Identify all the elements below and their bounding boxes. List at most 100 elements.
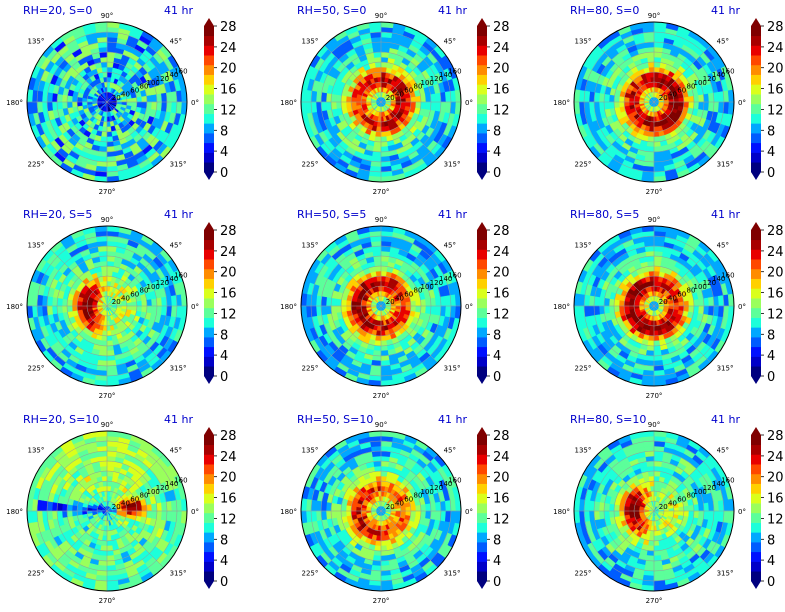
angle-tick-label: 225° <box>28 161 45 169</box>
field-cell <box>371 245 382 252</box>
field-cell <box>628 97 635 103</box>
field-cell <box>410 101 417 108</box>
angle-tick-label: 225° <box>28 365 45 373</box>
field-cell <box>653 345 662 352</box>
colorbar-segment <box>204 84 214 95</box>
field-cell <box>415 101 422 109</box>
radial-tick-label: 60 <box>677 291 686 299</box>
radial-tick-label: 40 <box>668 294 677 302</box>
field-cell <box>380 51 390 58</box>
field-cell <box>106 250 116 257</box>
field-cell <box>430 93 437 103</box>
field-cell <box>320 101 327 112</box>
field-cell <box>374 61 382 68</box>
field-cell <box>613 299 620 307</box>
angle-tick-label: 225° <box>302 365 319 373</box>
colorbar-segment <box>204 454 214 465</box>
field-cell <box>51 510 58 520</box>
radial-tick-label: 20 <box>659 94 668 102</box>
field-cell <box>161 305 168 316</box>
field-cell <box>106 22 120 29</box>
field-cell <box>99 465 108 472</box>
field-cell <box>400 305 407 311</box>
angle-tick-label: 315° <box>170 161 187 169</box>
colorbar-segment <box>204 346 214 357</box>
colorbar-extend-min <box>751 172 761 180</box>
colorbar-segment <box>477 74 487 85</box>
field-cell <box>98 560 108 567</box>
field-cell <box>372 46 382 53</box>
colorbar-segment <box>204 327 214 338</box>
colorbar-tick-label: 24 <box>220 450 237 465</box>
field-cell <box>420 94 427 103</box>
field-cell <box>97 245 108 252</box>
field-cell <box>653 22 667 29</box>
angle-tick-label: 45° <box>170 241 182 249</box>
field-cell <box>647 265 655 272</box>
field-cell <box>340 101 347 109</box>
colorbar-extend-min <box>204 581 214 589</box>
colorbar-segment <box>204 356 214 367</box>
field-cell <box>703 101 710 111</box>
radial-tick-label: 100 <box>694 79 707 87</box>
field-cell <box>106 275 112 282</box>
field-cell <box>649 325 655 332</box>
field-cell <box>708 92 715 103</box>
field-cell <box>653 151 663 158</box>
field-cell <box>372 51 382 58</box>
colorbar-extend-min <box>477 376 487 384</box>
field-cell <box>98 355 108 362</box>
field-cell <box>46 92 53 103</box>
radial-tick-label: 160 <box>448 271 461 279</box>
field-cell <box>371 360 382 367</box>
colorbar-tick-label: 4 <box>767 349 775 364</box>
field-cell <box>598 93 605 103</box>
field-cell <box>653 275 659 282</box>
panel-time-label: 41 hr <box>164 413 193 426</box>
colorbar-tick-label: 4 <box>220 554 228 569</box>
colorbar-segment <box>204 551 214 562</box>
grid-spoke <box>380 45 438 103</box>
colorbar-segment <box>477 162 487 173</box>
angle-tick-label: 90° <box>101 216 113 224</box>
colorbar-tick-label: 0 <box>220 166 228 181</box>
angle-tick-label: 315° <box>170 570 187 578</box>
colorbar-tick-label: 8 <box>767 328 775 343</box>
colorbar-tick-label: 12 <box>493 307 510 322</box>
field-cell <box>136 510 143 517</box>
field-cell <box>593 92 600 103</box>
field-cell <box>380 56 389 63</box>
radial-tick-label: 40 <box>395 294 404 302</box>
field-cell <box>375 335 382 342</box>
angle-tick-label: 225° <box>302 161 319 169</box>
polar-frame <box>26 21 188 183</box>
radial-tick-label: 20 <box>386 94 395 102</box>
colorbar-segment <box>204 142 214 153</box>
field-cell <box>645 255 655 262</box>
field-cell <box>98 350 108 357</box>
field-cell <box>131 101 138 107</box>
colorbar-tick-label: 12 <box>220 307 237 322</box>
radial-tick-label: 40 <box>121 90 130 98</box>
field-cell <box>646 260 655 267</box>
radial-tick-label: 100 <box>147 79 160 87</box>
field-cell <box>603 297 610 307</box>
angle-tick-label: 90° <box>101 12 113 20</box>
field-cell <box>106 260 115 267</box>
field-cell <box>146 503 153 512</box>
colorbar-segment <box>477 94 487 105</box>
field-cell <box>693 101 700 110</box>
angle-tick-label: 45° <box>170 37 182 45</box>
field-cell <box>380 41 391 48</box>
field-cell <box>98 46 108 53</box>
colorbar-segment <box>204 503 214 514</box>
field-cell <box>161 296 168 307</box>
colorbar-tick-label: 20 <box>767 266 784 281</box>
field-cell <box>56 93 63 103</box>
radial-tick-label: 140 <box>712 71 725 79</box>
colorbar-segment <box>204 561 214 572</box>
field-cell <box>653 355 663 362</box>
panel-title: RH=80, S=0 <box>570 4 639 17</box>
field-cell <box>405 305 412 311</box>
